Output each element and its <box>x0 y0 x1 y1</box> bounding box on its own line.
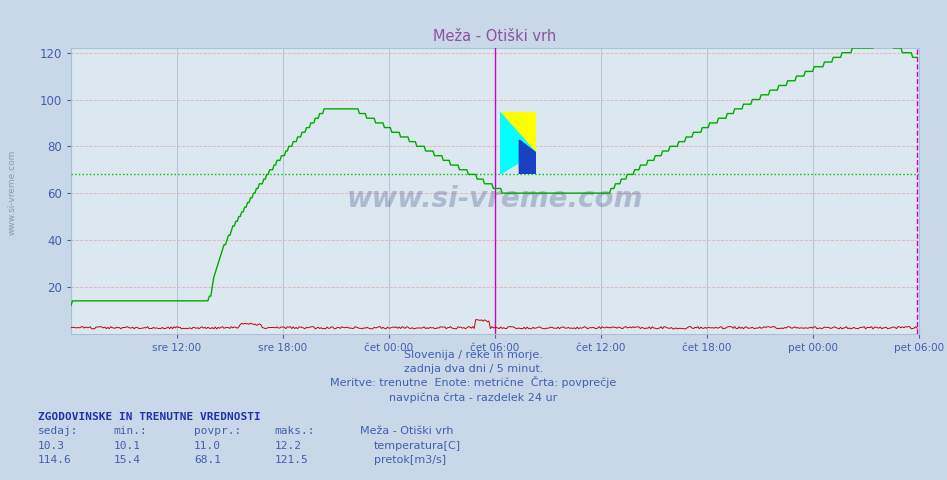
Text: 12.2: 12.2 <box>275 441 302 451</box>
Polygon shape <box>500 112 536 174</box>
Text: Meža - Otiški vrh: Meža - Otiški vrh <box>360 426 454 436</box>
Text: Slovenija / reke in morje.: Slovenija / reke in morje. <box>404 349 543 360</box>
Text: 11.0: 11.0 <box>194 441 222 451</box>
Text: Meritve: trenutne  Enote: metrične  Črta: povprečje: Meritve: trenutne Enote: metrične Črta: … <box>331 376 616 388</box>
Text: povpr.:: povpr.: <box>194 426 241 436</box>
Text: 10.1: 10.1 <box>114 441 141 451</box>
Text: www.si-vreme.com: www.si-vreme.com <box>347 185 643 214</box>
Text: ZGODOVINSKE IN TRENUTNE VREDNOSTI: ZGODOVINSKE IN TRENUTNE VREDNOSTI <box>38 412 260 422</box>
Text: temperatura[C]: temperatura[C] <box>374 441 461 451</box>
Text: sedaj:: sedaj: <box>38 426 79 436</box>
Polygon shape <box>519 140 536 174</box>
Text: zadnja dva dni / 5 minut.: zadnja dva dni / 5 minut. <box>403 364 544 374</box>
Text: navpična črta - razdelek 24 ur: navpična črta - razdelek 24 ur <box>389 392 558 403</box>
Text: 10.3: 10.3 <box>38 441 65 451</box>
Title: Meža - Otiški vrh: Meža - Otiški vrh <box>433 29 557 44</box>
Text: 15.4: 15.4 <box>114 455 141 465</box>
Polygon shape <box>500 112 536 153</box>
Text: 114.6: 114.6 <box>38 455 72 465</box>
Text: 68.1: 68.1 <box>194 455 222 465</box>
Text: maks.:: maks.: <box>275 426 315 436</box>
Text: 121.5: 121.5 <box>275 455 309 465</box>
Text: pretok[m3/s]: pretok[m3/s] <box>374 455 446 465</box>
Text: min.:: min.: <box>114 426 148 436</box>
Text: www.si-vreme.com: www.si-vreme.com <box>8 149 17 235</box>
